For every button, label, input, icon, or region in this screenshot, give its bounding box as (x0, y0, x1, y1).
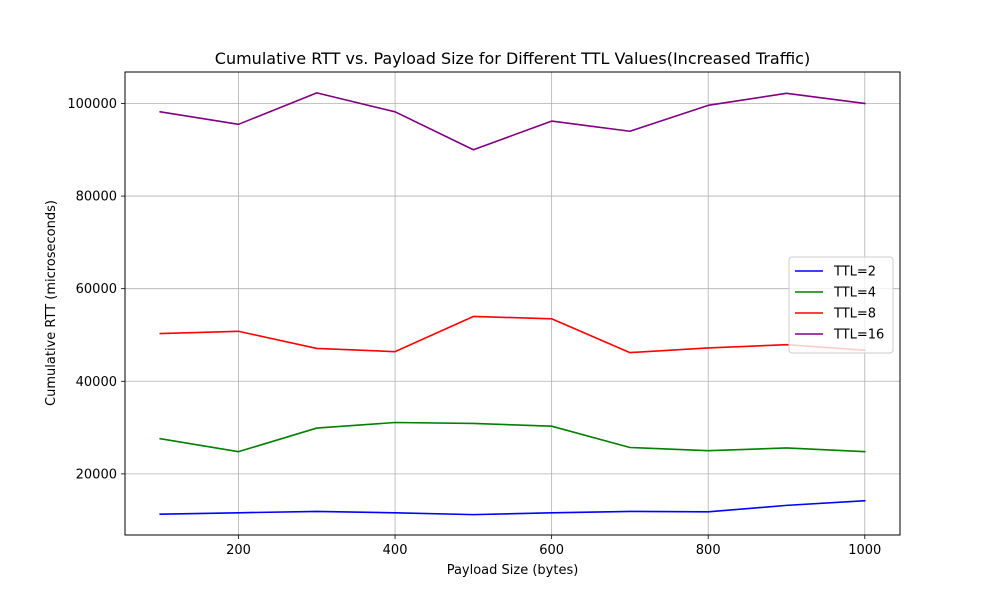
series-line-ttl-2 (159, 499, 866, 516)
x-tick-label: 1000 (848, 543, 881, 558)
legend-label: TTL=2 (833, 265, 876, 280)
x-tick-label: 400 (383, 543, 408, 558)
y-tick-label: 100000 (67, 97, 117, 112)
series-lines (159, 92, 866, 516)
legend-label: TTL=8 (833, 307, 876, 322)
series-line-ttl-4 (159, 421, 866, 453)
legend-box (788, 256, 894, 354)
grid-lines (125, 72, 900, 535)
x-tick-label: 200 (226, 543, 251, 558)
plot-frame (124, 71, 901, 536)
chart-title: Cumulative RTT vs. Payload Size for Diff… (215, 49, 810, 68)
axis-ticks: 200 400 600 800 1000 20000 40000 60000 80000 1000… (67, 97, 881, 558)
x-tick-label: 800 (696, 543, 721, 558)
y-tick-label: 60000 (76, 282, 117, 297)
x-axis-label: Payload Size (bytes) (447, 563, 579, 578)
y-tick-label: 20000 (76, 467, 117, 482)
y-tick-label: 40000 (76, 375, 117, 390)
legend: TTL=2 TTL=4 TTL=8 TTL=16 (788, 256, 894, 354)
series-line-ttl-8 (159, 315, 866, 354)
y-tick-label: 80000 (76, 190, 117, 205)
legend-label: TTL=4 (833, 286, 876, 301)
y-axis-label: Cumulative RTT (microseconds) (44, 200, 59, 406)
legend-label: TTL=16 (833, 328, 884, 343)
series-line-ttl-16 (159, 92, 866, 151)
x-tick-label: 600 (539, 543, 564, 558)
